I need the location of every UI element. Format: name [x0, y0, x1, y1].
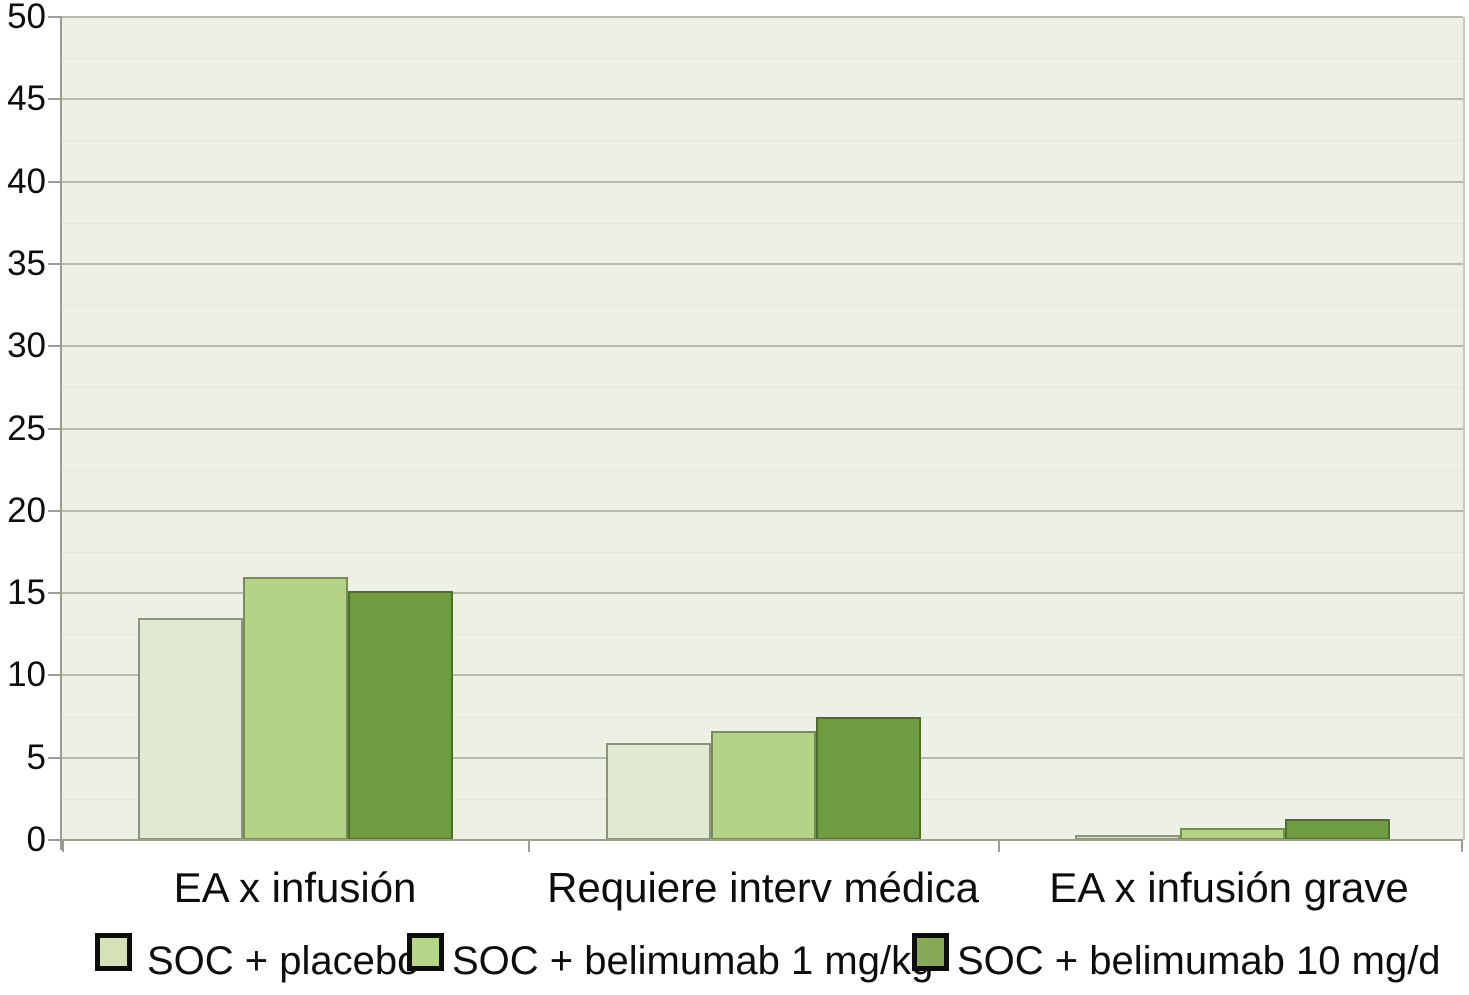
- y-axis-tick-label-0: 0: [26, 820, 46, 859]
- gridline-30: [62, 345, 1463, 348]
- bar-ea-x-infusión-s2: [348, 591, 453, 840]
- y-tick-10: [48, 674, 62, 677]
- minor-gridline-22.5: [62, 470, 1463, 471]
- y-tick-0: [48, 839, 62, 841]
- gridline-35: [62, 262, 1463, 265]
- y-axis-tick-label-45: 45: [7, 79, 46, 119]
- y-tick-45: [48, 98, 62, 101]
- y-axis-tick-label-40: 40: [7, 161, 46, 201]
- category-label-ea-x-infusion-grave: EA x infusión grave: [1049, 864, 1409, 911]
- minor-gridline-17.5: [62, 552, 1463, 553]
- y-tick-15: [48, 592, 62, 595]
- y-axis-tick-label-10: 10: [7, 655, 46, 695]
- minor-gridline-32.5: [62, 305, 1463, 306]
- y-axis-tick-label-5: 5: [26, 737, 46, 777]
- gridline-40: [62, 180, 1463, 183]
- bar-ea-x-infusión-s0: [138, 618, 243, 840]
- y-tick-35: [48, 262, 62, 265]
- minor-gridline-37.5: [62, 223, 1463, 224]
- gridline-10: [62, 674, 1463, 677]
- legend-swatch-belimumab-10mgd: [912, 933, 949, 971]
- minor-gridline-47.5: [62, 58, 1463, 59]
- y-axis-line: [60, 17, 62, 850]
- gridline-15: [62, 592, 1463, 595]
- bar-requiere-interv-médica-s1: [711, 731, 816, 840]
- x-tick-3: [1461, 840, 1463, 852]
- y-axis-tick-label-35: 35: [7, 243, 46, 283]
- minor-gridline-27.5: [62, 387, 1463, 388]
- y-tick-30: [48, 345, 62, 348]
- legend-label-belimumab-10mgd: SOC + belimumab 10 mg/d: [957, 939, 1441, 983]
- bar-requiere-interv-médica-s0: [606, 743, 711, 840]
- x-tick-1: [528, 840, 530, 852]
- legend-swatch-placebo: [95, 933, 132, 971]
- bar-ea-x-infusión-grave-s2: [1285, 819, 1390, 840]
- y-tick-50: [48, 16, 62, 18]
- y-axis-tick-label-15: 15: [7, 573, 46, 613]
- minor-gridline-7.5: [62, 717, 1463, 718]
- plot-area: [48, 16, 1465, 852]
- x-axis-line: [48, 839, 1463, 841]
- bar-ea-x-infusión-s1: [243, 577, 348, 840]
- y-axis-tick-label-50: 50: [7, 0, 46, 36]
- gridline-25: [62, 427, 1463, 430]
- gridline-45: [62, 98, 1463, 101]
- bar-requiere-interv-médica-s2: [816, 717, 921, 840]
- y-tick-40: [48, 180, 62, 183]
- legend-label-placebo: SOC + placebo: [147, 939, 420, 983]
- y-axis-tick-label-30: 30: [7, 326, 46, 366]
- y-tick-20: [48, 509, 62, 512]
- legend-label-belimumab-1mgkg: SOC + belimumab 1 mg/kg: [452, 939, 934, 983]
- x-tick-0: [62, 840, 64, 852]
- y-axis-tick-label-25: 25: [7, 408, 46, 448]
- category-label-requiere-interv-medica: Requiere interv médica: [547, 864, 979, 911]
- x-tick-2: [998, 840, 1000, 852]
- gridline-20: [62, 509, 1463, 512]
- category-label-ea-x-infusion: EA x infusión: [173, 864, 417, 911]
- minor-gridline-12.5: [62, 634, 1463, 635]
- legend-swatch-belimumab-1mgkg: [407, 933, 444, 971]
- minor-gridline-42.5: [62, 140, 1463, 141]
- y-axis-tick-label-20: 20: [7, 490, 46, 530]
- gridline-50: [62, 16, 1463, 18]
- plot-right-border: [1463, 17, 1465, 840]
- y-tick-5: [48, 756, 62, 759]
- y-tick-25: [48, 427, 62, 430]
